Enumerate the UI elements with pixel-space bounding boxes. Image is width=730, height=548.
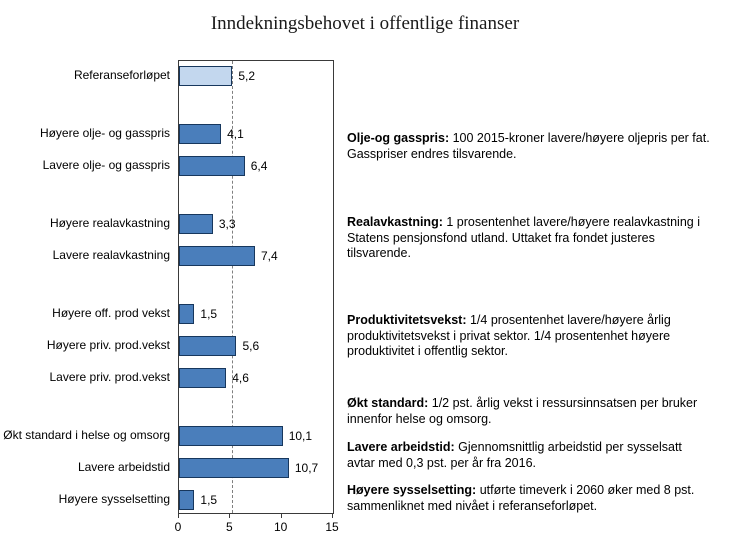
note-text: 100 2015-kroner lavere/høyere oljepris p… bbox=[347, 131, 710, 161]
note-olje-gasspris: Olje-og gasspris: 100 2015-kroner lavere/… bbox=[347, 131, 713, 162]
bar-value-label: 6,4 bbox=[250, 159, 268, 173]
category-labels: Referanseforløpet Høyere olje- og gasspri… bbox=[0, 60, 170, 514]
note-lead: Realavkastning: bbox=[347, 215, 443, 229]
bar-segment bbox=[179, 66, 233, 86]
bar-value-label: 1,5 bbox=[200, 493, 218, 507]
bar-segment bbox=[179, 246, 255, 266]
bar-segment bbox=[179, 214, 213, 234]
bar-value-label: 5,6 bbox=[242, 339, 260, 353]
chart-title: Inndekningsbehovet i offentlige finanser bbox=[210, 13, 520, 34]
reference-line bbox=[232, 61, 234, 513]
annotations-panel: Olje-og gasspris: 100 2015-kroner lavere/… bbox=[347, 0, 713, 548]
bar-value-label: 10,1 bbox=[288, 429, 313, 443]
x-tick-mark bbox=[229, 514, 231, 518]
note-text: utførte timeverk i 2060 øker med 8 pst. … bbox=[347, 483, 695, 513]
category-label: Høyere off. prod vekst bbox=[52, 306, 170, 320]
category-label: Høyere priv. prod.vekst bbox=[46, 338, 170, 352]
bar-segment bbox=[179, 156, 245, 176]
x-tick-label: 0 bbox=[174, 520, 182, 534]
category-label: Økt standard i helse og omsorg bbox=[3, 428, 170, 442]
note-lead: Produktivitetsvekst: bbox=[347, 313, 467, 327]
bar-segment bbox=[179, 458, 289, 478]
note-realavkastning: Realavkastning: 1 prosentenhet lavere/høy… bbox=[347, 215, 713, 262]
category-label: Referanseforløpet bbox=[73, 68, 170, 82]
note-produktivitetsvekst: Produktivitetsvekst: 1/4 prosentenhet lav… bbox=[347, 313, 713, 360]
note-hoyere-sysselsetting: Høyere sysselsetting: utførte timeverk i … bbox=[347, 483, 713, 514]
x-tick-mark bbox=[332, 514, 333, 518]
x-tick-label: 10 bbox=[273, 520, 288, 534]
category-label: Lavere arbeidstid bbox=[77, 460, 170, 474]
bar-segment bbox=[179, 368, 227, 388]
category-label: Høyere realavkastning bbox=[49, 216, 170, 230]
bar-value-label: 4,1 bbox=[227, 127, 244, 141]
note-lead: Lavere arbeidstid: bbox=[347, 440, 455, 454]
x-tick-label: 15 bbox=[325, 520, 339, 534]
bar-value-label: 4,6 bbox=[232, 371, 249, 385]
bar-segment bbox=[179, 426, 283, 446]
note-lead: Olje-og gasspris: bbox=[347, 131, 450, 145]
note-text: 1/4 prosentenhet lavere/høyere årlig pro… bbox=[347, 313, 671, 358]
note-lead: Økt standard: bbox=[347, 396, 429, 410]
x-axis: 0 5 10 15 bbox=[175, 514, 339, 540]
bar-segment bbox=[179, 336, 237, 356]
note-text: 1/2 pst. årlig vekst i ressursinnsatsen … bbox=[347, 396, 698, 426]
note-text: Gjennomsnittlig arbeidstid per sysselsat… bbox=[347, 440, 682, 470]
x-tick-mark bbox=[178, 514, 179, 518]
category-label: Høyere sysselsetting bbox=[58, 492, 170, 506]
note-text: 1 prosentenhet lavere/høyere realavkastn… bbox=[347, 215, 700, 260]
note-lead: Høyere sysselsetting: bbox=[347, 483, 477, 497]
bar-segment bbox=[179, 304, 195, 324]
category-label: Lavere olje- og gasspris bbox=[42, 158, 170, 172]
bar-segment bbox=[179, 124, 222, 144]
bar-segment bbox=[179, 490, 195, 510]
x-tick-mark bbox=[280, 514, 282, 518]
bar-value-label: 7,4 bbox=[260, 249, 278, 263]
category-label: Lavere realavkastning bbox=[52, 248, 170, 262]
category-label: Høyere olje- og gasspris bbox=[39, 126, 170, 140]
bar-value-label: 5,2 bbox=[238, 69, 256, 83]
plot-area: 5,2 4,1 6,4 3,3 7,4 1,5 5,6 4,6 10,1 10,7 1,5 bbox=[178, 60, 334, 514]
category-label: Lavere priv. prod.vekst bbox=[49, 370, 171, 384]
note-lavere-arbeidstid: Lavere arbeidstid: Gjennomsnittlig arbeid… bbox=[347, 440, 713, 471]
bar-value-label: 10,7 bbox=[294, 461, 319, 475]
bar-value-label: 3,3 bbox=[218, 217, 236, 231]
note-okt-standard: Økt standard: 1/2 pst. årlig vekst i ress… bbox=[347, 396, 713, 427]
bar-value-label: 1,5 bbox=[200, 307, 218, 321]
x-tick-label: 5 bbox=[225, 520, 233, 534]
